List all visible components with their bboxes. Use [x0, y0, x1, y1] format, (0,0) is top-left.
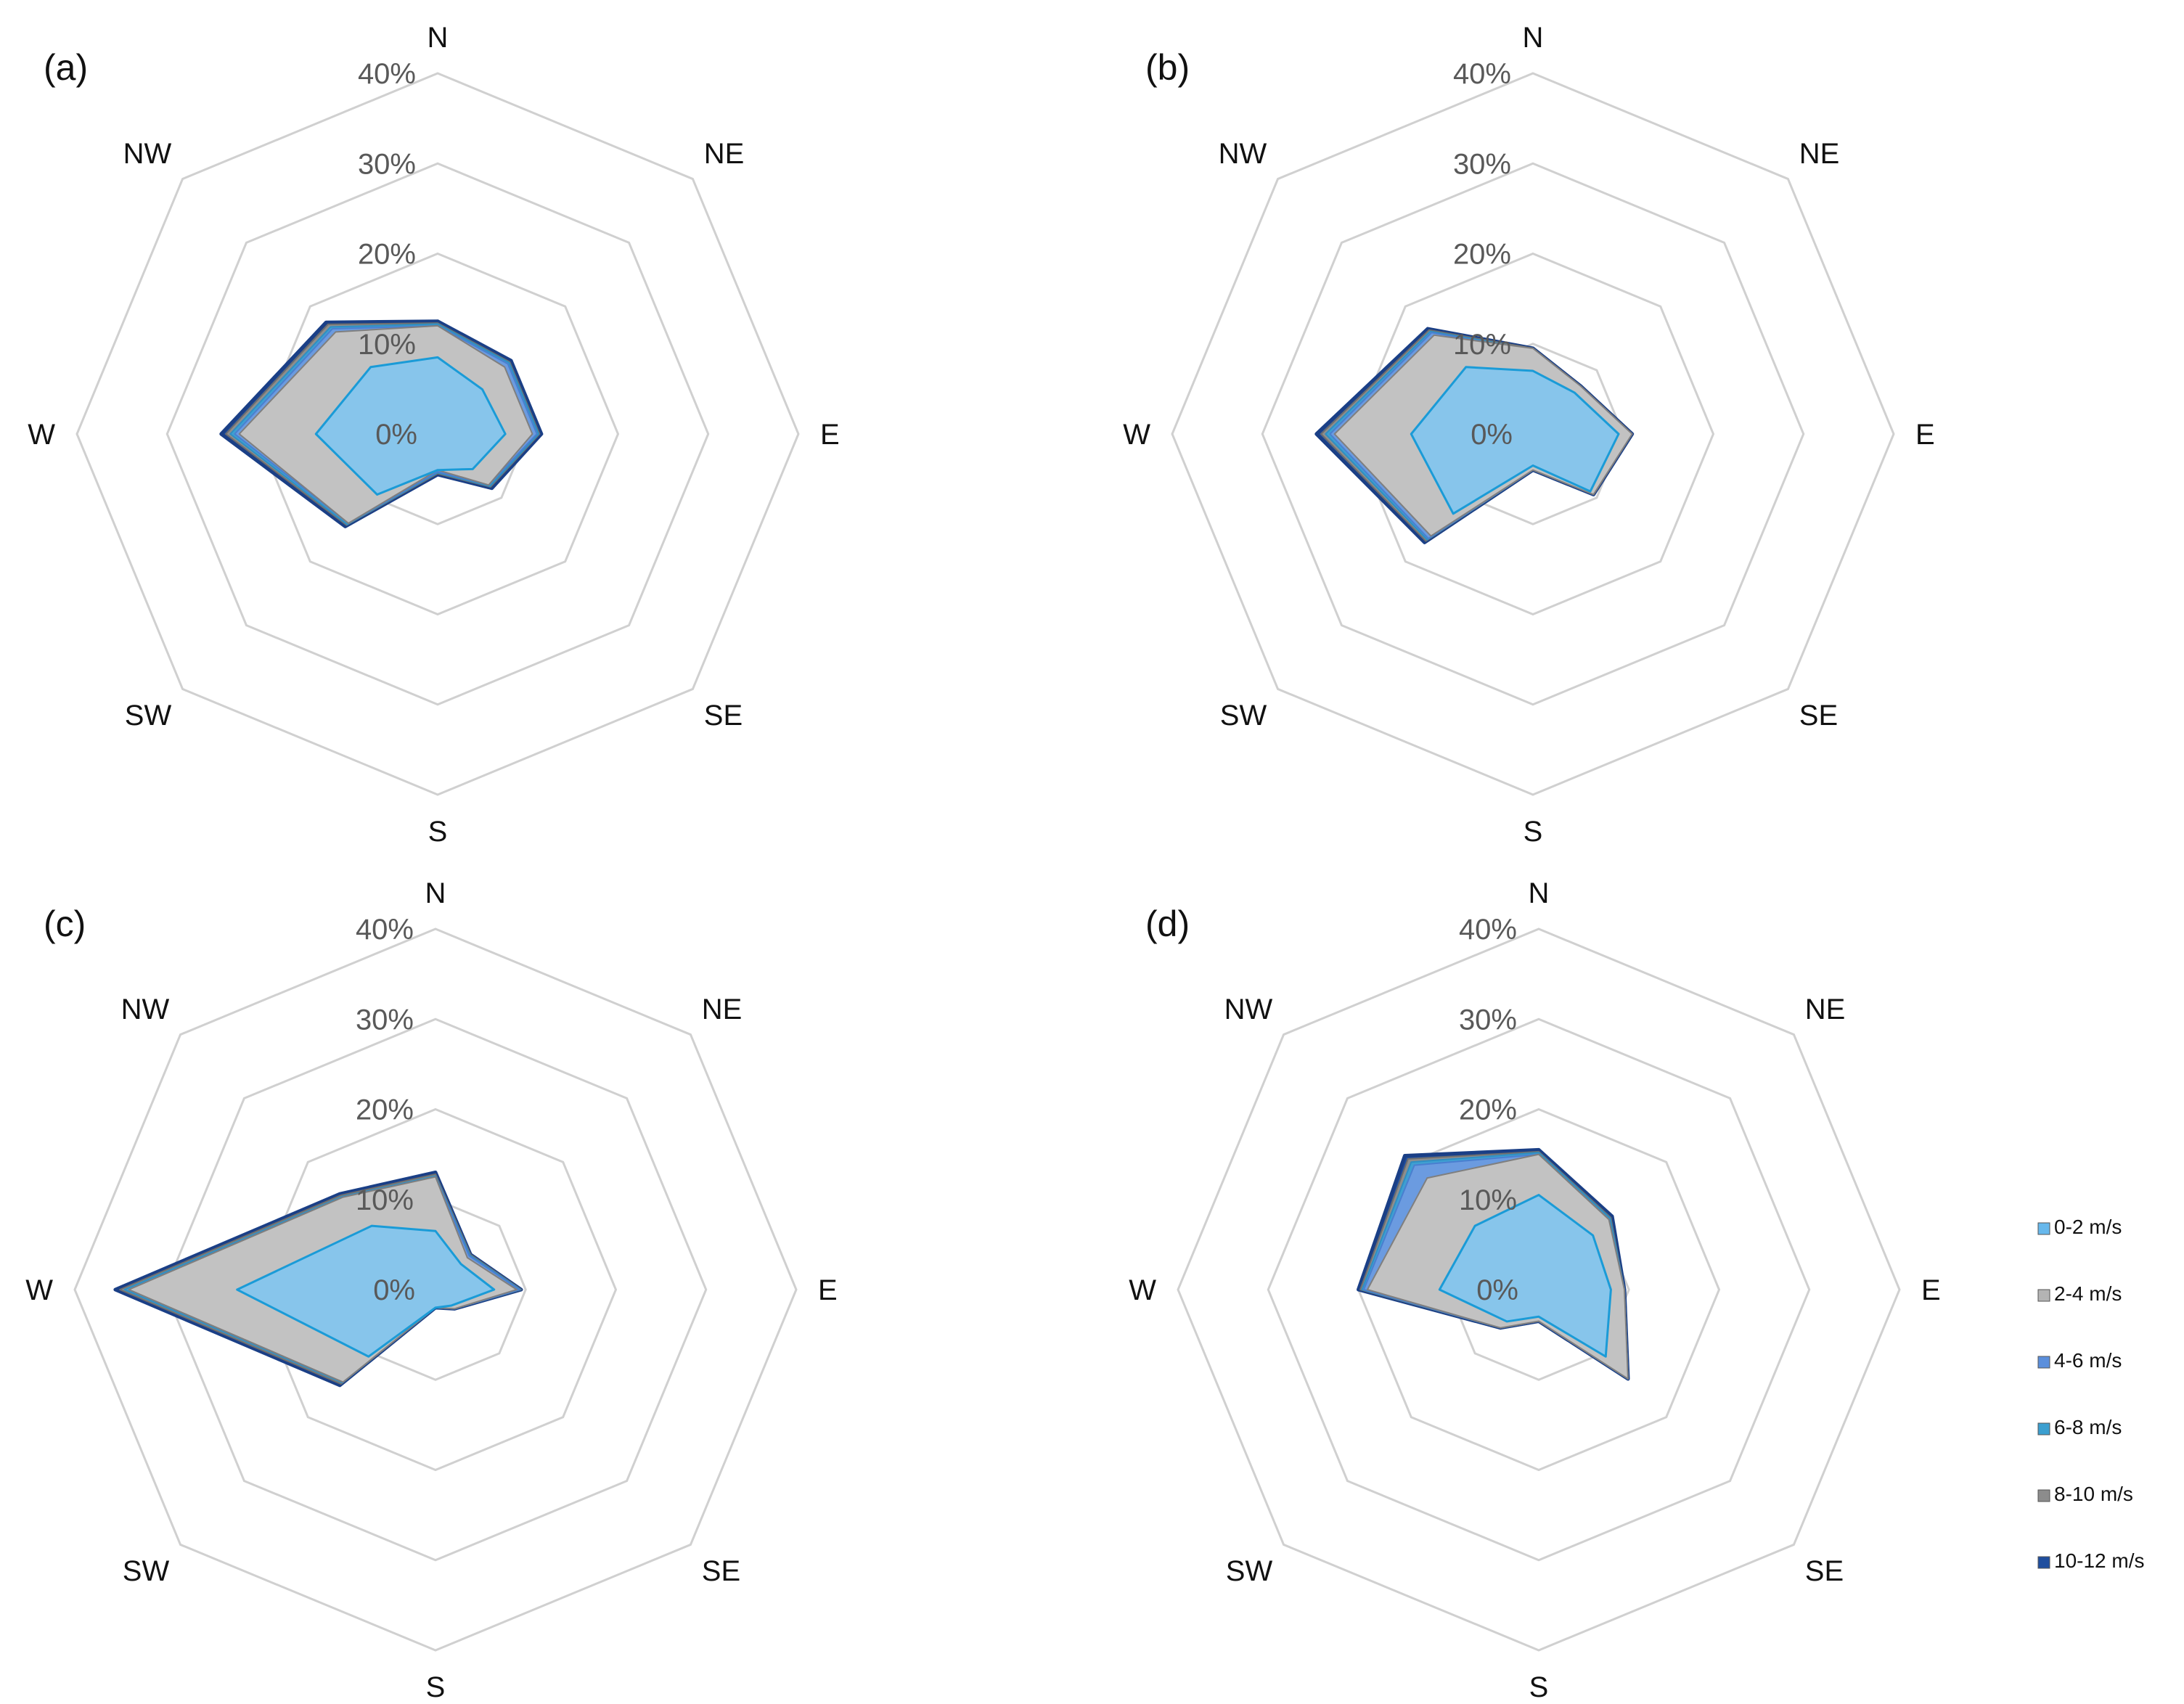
axis-tick-label: 30% [1453, 148, 1511, 180]
axis-tick-label: 20% [356, 1094, 414, 1126]
wind-rose-panel: (c) 0% 10% 20% 30% 40% N NE E SE S SW W NW [25, 877, 837, 1703]
direction-label-s: S [428, 816, 448, 848]
grid-ring [1351, 252, 1715, 616]
legend-swatch [2037, 1356, 2050, 1369]
grid-ring [75, 72, 800, 796]
panel-label: (c) [44, 904, 86, 944]
legend-swatch [2037, 1422, 2050, 1435]
axis-tick-label: 30% [356, 1004, 414, 1036]
axis-tick-label: 30% [1459, 1004, 1517, 1036]
axis-tick-label: 10% [356, 1184, 414, 1216]
panel-label: (b) [1145, 47, 1190, 88]
axis-tick-label: 0% [1471, 419, 1513, 451]
direction-label-nw: NW [1219, 138, 1267, 170]
axis-tick-label: 0% [373, 1274, 415, 1306]
legend-item: 6-8 m/s [2037, 1416, 2122, 1438]
grid-ring [165, 162, 710, 706]
legend-swatch [2037, 1489, 2050, 1502]
grid-ring [163, 1017, 708, 1562]
axis-tick-label: 20% [358, 239, 416, 271]
legend-label: 10-12 m/s [2054, 1549, 2145, 1572]
direction-label-se: SE [704, 700, 743, 732]
direction-label-e: E [820, 419, 840, 451]
panel-label: (a) [44, 47, 88, 88]
grid-ring [73, 927, 798, 1652]
axis-tick-label: 30% [358, 148, 416, 180]
legend-swatch [2037, 1222, 2050, 1235]
axis-tick-label: 40% [358, 58, 416, 90]
direction-label-nw: NW [1224, 994, 1273, 1025]
direction-label-sw: SW [1220, 700, 1267, 732]
legend-swatch [2037, 1556, 2050, 1569]
series-0-2-m-s [1438, 1194, 1612, 1358]
grid-ring [1177, 927, 1901, 1652]
axis-tick-label: 40% [356, 914, 414, 946]
direction-label-n: N [1523, 22, 1544, 54]
legend-item: 0-2 m/s [2037, 1216, 2122, 1238]
axis-tick-label: 10% [1459, 1184, 1517, 1216]
direction-label-sw: SW [125, 700, 172, 732]
direction-label-ne: NE [1805, 994, 1846, 1025]
direction-label-se: SE [702, 1555, 740, 1587]
direction-label-s: S [426, 1671, 446, 1703]
series-0-2-m-s [236, 1224, 496, 1358]
panels-layer: (a)0%10%20%30%40%NNEESESSWWNW(b)0%10%20%… [25, 22, 1940, 1703]
direction-label-n: N [425, 877, 446, 909]
grid-ring [1261, 162, 1805, 706]
legend-item: 10-12 m/s [2037, 1549, 2145, 1572]
axis-tick-label: 10% [358, 329, 416, 361]
legend-swatch [2037, 1289, 2050, 1302]
axis-tick-label: 10% [1453, 329, 1511, 361]
series-0-2-m-s [314, 356, 507, 496]
direction-label-ne: NE [702, 994, 743, 1025]
direction-label-nw: NW [121, 994, 170, 1025]
legend-label: 2-4 m/s [2054, 1282, 2122, 1305]
axis-tick-label: 40% [1459, 914, 1517, 946]
legend-label: 8-10 m/s [2054, 1483, 2133, 1505]
direction-label-se: SE [1805, 1555, 1844, 1587]
legend-label: 0-2 m/s [2054, 1216, 2122, 1238]
legend-item: 8-10 m/s [2037, 1483, 2133, 1505]
direction-label-w: W [1123, 419, 1150, 451]
direction-label-n: N [428, 22, 449, 54]
direction-label-w: W [25, 1274, 53, 1306]
axis-tick-label: 0% [375, 419, 417, 451]
legend-item: 2-4 m/s [2037, 1282, 2122, 1305]
direction-label-se: SE [1799, 700, 1838, 732]
grid-ring [1267, 1017, 1811, 1562]
legend-label: 4-6 m/s [2054, 1349, 2122, 1372]
wind-rose-panel: (a) 0% 10% 20% 30% 40% N NE E SE S SW W NW [28, 22, 839, 848]
series-0-2-m-s [1410, 366, 1620, 515]
direction-label-s: S [1524, 816, 1543, 848]
legend: 0-2 m/s 2-4 m/s 4-6 m/s 6-8 m/s 8-10 m/s 10-1… [2037, 1216, 2145, 1572]
panel-label: (d) [1145, 904, 1190, 944]
direction-label-ne: NE [704, 138, 745, 170]
direction-label-s: S [1529, 1671, 1549, 1703]
direction-label-e: E [818, 1274, 838, 1306]
wind-rose-panel: (b) 0% 10% 20% 30% 40% N NE E SE S SW W NW [1123, 22, 1934, 848]
axis-tick-label: 0% [1476, 1274, 1518, 1306]
legend-item: 4-6 m/s [2037, 1349, 2122, 1372]
direction-label-ne: NE [1799, 138, 1840, 170]
direction-label-n: N [1529, 877, 1550, 909]
direction-label-e: E [1915, 419, 1935, 451]
direction-label-w: W [1129, 1274, 1156, 1306]
legend-label: 6-8 m/s [2054, 1416, 2122, 1438]
direction-label-nw: NW [123, 138, 172, 170]
grid-ring [253, 1107, 618, 1472]
axis-tick-label: 20% [1459, 1094, 1517, 1126]
grid-ring [1171, 72, 1895, 796]
direction-label-sw: SW [123, 1555, 170, 1587]
direction-label-sw: SW [1226, 1555, 1273, 1587]
grid-ring [255, 252, 620, 616]
direction-label-e: E [1921, 1274, 1941, 1306]
wind-rose-panel: (d) 0% 10% 20% 30% 40% N NE E SE S SW W NW [1129, 877, 1940, 1703]
axis-tick-label: 20% [1453, 239, 1511, 271]
direction-label-w: W [28, 419, 55, 451]
axis-tick-label: 40% [1453, 58, 1511, 90]
